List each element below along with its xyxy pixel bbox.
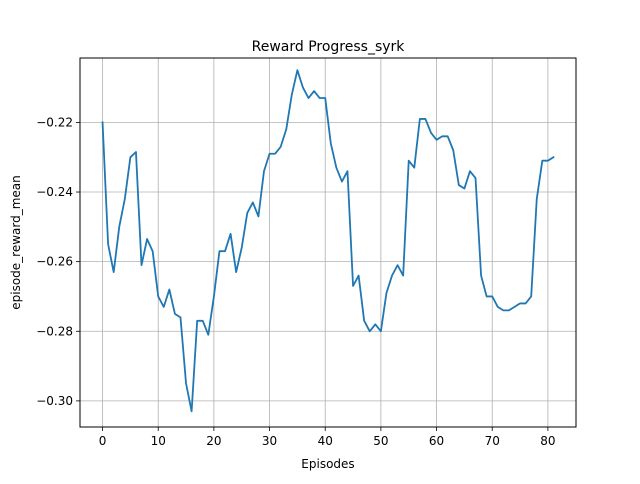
x-tick-label: 40 [318,434,333,448]
x-tick-label: 60 [429,434,444,448]
x-tick-label: 50 [373,434,388,448]
plot-area-frame [79,57,577,428]
y-tick-label: −0.22 [36,115,73,129]
y-tick-label: −0.24 [36,185,73,199]
x-tick-label: 20 [206,434,221,448]
series-line [101,69,555,413]
x-tick-label: 70 [485,434,500,448]
x-axis-label: Episodes [301,457,354,471]
y-tick-label: −0.28 [36,324,73,338]
x-tick-label: 30 [262,434,277,448]
chart-title: Reward Progress_syrk [252,39,406,55]
x-tick-label: 80 [540,434,555,448]
y-axis-label: episode_reward_mean [9,175,23,310]
x-tick-label: 0 [99,434,107,448]
data-series [101,69,555,413]
x-axis-ticks: 0 10 20 30 40 50 60 70 80 [99,427,556,448]
y-axis-ticks: −0.30 −0.28 −0.26 −0.24 −0.22 [36,115,80,408]
x-tick-label: 10 [151,434,166,448]
y-tick-label: −0.26 [36,255,73,269]
y-tick-label: −0.30 [36,394,73,408]
